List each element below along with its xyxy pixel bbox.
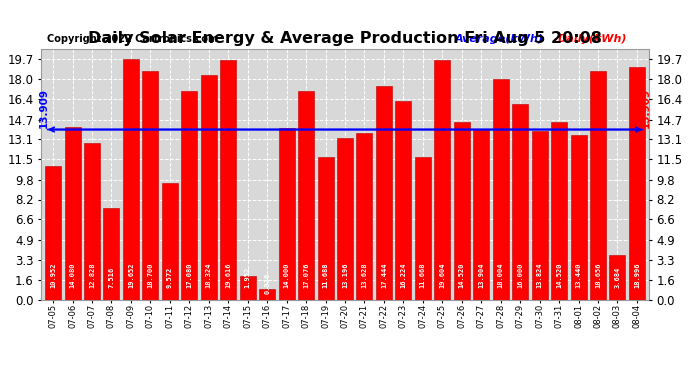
Bar — [571, 135, 586, 300]
Bar — [104, 208, 119, 300]
Text: 3.684: 3.684 — [615, 267, 620, 288]
Text: 9.572: 9.572 — [167, 267, 173, 288]
Bar — [220, 60, 236, 300]
Text: 1.952: 1.952 — [245, 267, 250, 288]
Bar — [473, 130, 489, 300]
Text: 13.909: 13.909 — [39, 88, 49, 128]
Bar — [395, 101, 411, 300]
Text: 0.936: 0.936 — [264, 273, 270, 294]
Text: 14.520: 14.520 — [556, 262, 562, 288]
Text: 13.440: 13.440 — [575, 262, 582, 288]
Text: 7.516: 7.516 — [108, 267, 115, 288]
Text: 13.909: 13.909 — [641, 88, 651, 128]
Bar — [201, 75, 217, 300]
Bar — [531, 130, 548, 300]
Text: 17.076: 17.076 — [303, 262, 309, 288]
Text: 16.000: 16.000 — [517, 262, 523, 288]
Bar — [512, 104, 528, 300]
Text: 17.444: 17.444 — [381, 262, 387, 288]
Bar — [298, 91, 314, 300]
Bar — [84, 143, 100, 300]
Bar — [454, 122, 470, 300]
Text: 11.688: 11.688 — [322, 262, 328, 288]
Bar — [337, 138, 353, 300]
Text: 18.324: 18.324 — [206, 262, 212, 288]
Text: 13.824: 13.824 — [537, 262, 542, 288]
Text: Copyright 2022 Cartronics.com: Copyright 2022 Cartronics.com — [48, 34, 219, 44]
Text: 14.080: 14.080 — [70, 262, 75, 288]
Bar — [434, 60, 451, 300]
Bar — [415, 157, 431, 300]
Text: 18.996: 18.996 — [634, 262, 640, 288]
Text: 13.904: 13.904 — [478, 262, 484, 288]
Bar — [279, 128, 295, 300]
Text: 13.196: 13.196 — [342, 262, 348, 288]
Text: 10.952: 10.952 — [50, 262, 56, 288]
Bar — [551, 122, 567, 300]
Text: Daily(kWh): Daily(kWh) — [558, 34, 627, 44]
Text: Average(kWh): Average(kWh) — [454, 34, 543, 44]
Text: 19.652: 19.652 — [128, 262, 134, 288]
Bar — [629, 67, 645, 300]
Text: 14.520: 14.520 — [459, 262, 465, 288]
Bar — [65, 128, 81, 300]
Bar — [181, 91, 197, 300]
Bar — [45, 166, 61, 300]
Bar — [317, 157, 333, 300]
Text: 16.224: 16.224 — [400, 262, 406, 288]
Text: 18.700: 18.700 — [148, 262, 153, 288]
Text: 13.628: 13.628 — [362, 262, 368, 288]
Title: Daily Solar Energy & Average Production Fri Aug 5 20:08: Daily Solar Energy & Average Production … — [88, 31, 602, 46]
Bar — [239, 276, 256, 300]
Bar — [259, 288, 275, 300]
Text: 19.616: 19.616 — [225, 262, 231, 288]
Text: 11.668: 11.668 — [420, 262, 426, 288]
Bar — [142, 71, 159, 300]
Text: 18.004: 18.004 — [497, 262, 504, 288]
Bar — [493, 80, 509, 300]
Text: 12.828: 12.828 — [89, 262, 95, 288]
Bar — [590, 71, 606, 300]
Text: 14.000: 14.000 — [284, 262, 290, 288]
Text: 17.080: 17.080 — [186, 262, 193, 288]
Text: 19.604: 19.604 — [440, 262, 445, 288]
Bar — [376, 86, 392, 300]
Text: 18.656: 18.656 — [595, 262, 601, 288]
Bar — [609, 255, 625, 300]
Bar — [123, 59, 139, 300]
Bar — [357, 133, 373, 300]
Bar — [162, 183, 178, 300]
